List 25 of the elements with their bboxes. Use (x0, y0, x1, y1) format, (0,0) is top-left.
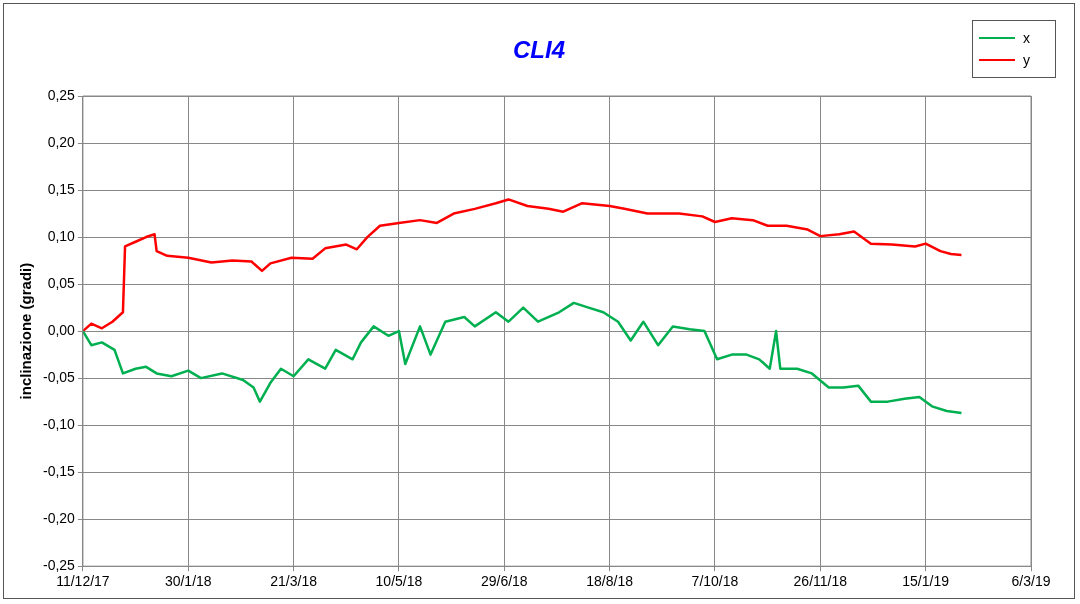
y-tick-label: 0,00 (47, 321, 76, 338)
x-tick-label: 7/10/18 (691, 573, 739, 590)
y-tick-label: 0,25 (47, 86, 76, 103)
y-tick-label: -0,15 (42, 463, 76, 480)
x-tick-label: 29/6/18 (480, 573, 528, 590)
x-tick-label: 15/1/19 (902, 573, 950, 590)
y-tick-label: -0,20 (42, 510, 76, 527)
legend-label: y (1023, 52, 1030, 68)
y-tick-label: -0,05 (42, 368, 76, 385)
x-tick-label: 26/11/18 (793, 573, 848, 590)
y-axis-title: inclinazione (gradi) (17, 262, 35, 400)
x-tick-label: 30/1/18 (164, 573, 212, 590)
x-tick-label: 18/8/18 (586, 573, 634, 590)
x-tick-label: 10/5/18 (375, 573, 423, 590)
y-tick-label: 0,20 (47, 133, 76, 150)
y-tick-label: -0,25 (42, 557, 76, 574)
x-tick-label: 21/3/18 (270, 573, 318, 590)
y-tick-label: -0,10 (42, 416, 76, 432)
y-tick-label: 0,15 (47, 180, 76, 197)
y-tick-label: 0,05 (47, 274, 76, 291)
chart-title: CLI4 (512, 36, 565, 63)
y-tick-label: 0,10 (47, 227, 76, 244)
x-tick-label: 6/3/19 (1011, 573, 1051, 590)
x-tick-label: 11/12/17 (56, 573, 110, 590)
legend-label: x (1023, 30, 1030, 46)
